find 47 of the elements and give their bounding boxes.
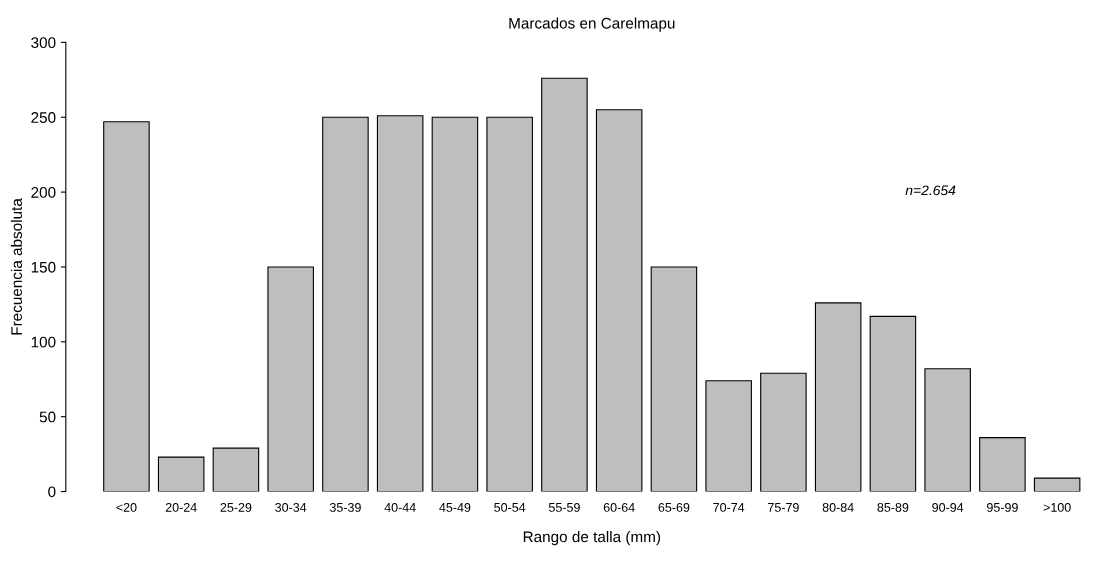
x-tick-label: 45-49 [439, 502, 471, 512]
y-axis-title: Frecuencia absoluta [10, 198, 23, 335]
y-tick-label: 150 [31, 261, 56, 273]
x-tick-label: >100 [1043, 502, 1071, 512]
x-tick-label: 75-79 [768, 502, 799, 512]
bar [157, 456, 205, 492]
y-tick-label: 250 [31, 112, 56, 123]
x-tick-label: 55-59 [548, 502, 580, 512]
bar [322, 116, 369, 492]
bar [869, 315, 917, 492]
x-tick-label: 70-74 [713, 502, 745, 512]
x-tick-label: 50-54 [494, 502, 526, 512]
annotation: n=2.654 [905, 185, 956, 196]
bar [431, 116, 479, 492]
y-tick-label: 100 [31, 336, 56, 348]
y-tick-label: 300 [31, 37, 56, 49]
x-tick-label: 80-84 [822, 502, 854, 512]
bar [212, 447, 260, 492]
bar [705, 380, 752, 492]
bar [760, 372, 807, 492]
x-tick-label: 95-99 [987, 502, 1018, 512]
x-tick-label: 30-34 [275, 502, 307, 512]
x-tick-label: 35-39 [329, 502, 361, 512]
bar [814, 302, 862, 492]
x-tick-label: <20 [116, 502, 137, 512]
bar [267, 266, 314, 492]
y-tick-label: 50 [39, 411, 56, 423]
x-tick-label: 20-24 [165, 502, 197, 512]
y-tick-label: 0 [48, 486, 56, 498]
x-tick-label: 85-89 [877, 502, 909, 512]
bar [103, 121, 150, 492]
x-tick-label: 60-64 [603, 502, 635, 512]
bar [486, 116, 533, 492]
x-tick-label: 90-94 [932, 502, 964, 512]
bar [595, 109, 643, 492]
bar [1033, 477, 1081, 492]
y-tick-label: 200 [31, 186, 56, 198]
bar [979, 437, 1026, 492]
x-axis-title: Rango de talla (mm) [523, 530, 661, 546]
x-tick-label: 40-44 [384, 502, 416, 512]
x-tick-label: 65-69 [658, 502, 690, 512]
bar [376, 115, 424, 492]
x-tick-label: 25-29 [220, 502, 252, 512]
bar [924, 368, 971, 492]
chart-title: Marcados en Carelmapu [509, 17, 675, 32]
bar [650, 266, 698, 492]
bar [541, 77, 588, 492]
